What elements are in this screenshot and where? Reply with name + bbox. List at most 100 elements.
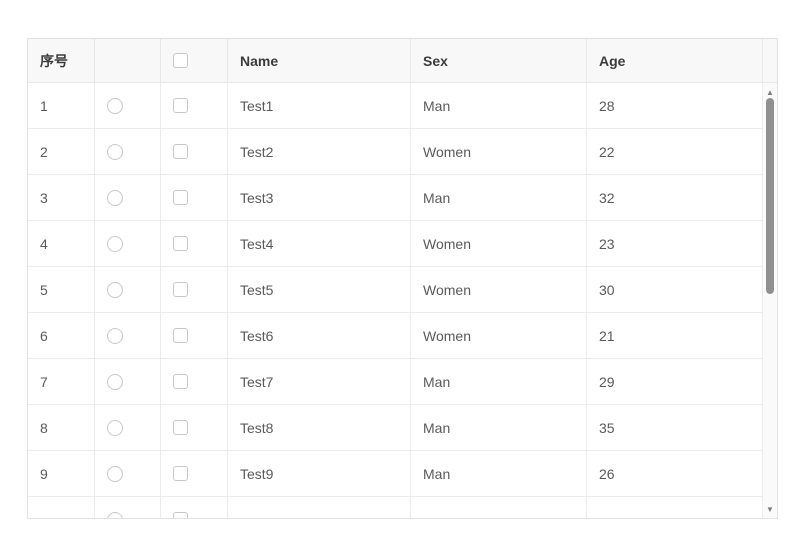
select-all-checkbox[interactable] — [173, 53, 188, 68]
row-name: Test8 — [240, 419, 274, 436]
table-row: 2 Test2 Women 22 — [28, 129, 777, 175]
row-sex: Man — [423, 465, 451, 482]
row-age: 23 — [599, 235, 615, 252]
cell-age: 21 — [587, 313, 763, 358]
scroll-down-icon[interactable]: ▼ — [766, 504, 774, 514]
row-name: Test5 — [240, 281, 274, 298]
cell-index: 8 — [28, 405, 95, 450]
row-name: Test4 — [240, 235, 274, 252]
cell-sex: Women — [411, 129, 587, 174]
cell-radio — [95, 359, 161, 404]
row-age: 35 — [599, 419, 615, 436]
header-cell-sex: Sex — [411, 39, 587, 82]
cell-sex: Women — [411, 267, 587, 312]
row-sex: Women — [423, 281, 471, 298]
scroll-up-icon[interactable]: ▲ — [766, 87, 774, 97]
header-cell-checkbox — [161, 39, 228, 82]
cell-name: Test9 — [228, 451, 411, 496]
cell-radio — [95, 405, 161, 450]
cell-index: 9 — [28, 451, 95, 496]
cell-index: 3 — [28, 175, 95, 220]
header-label-index: 序号 — [40, 52, 68, 69]
table-row: 3 Test3 Man 32 — [28, 175, 777, 221]
grid-body: 1 Test1 Man 28 2 Test2 W — [28, 83, 777, 518]
cell-age: 32 — [587, 175, 763, 220]
row-name: Test3 — [240, 189, 274, 206]
cell-sex — [411, 497, 587, 518]
scrollbar-thumb[interactable] — [766, 98, 774, 294]
radio-button[interactable] — [107, 465, 123, 482]
radio-button[interactable] — [107, 189, 123, 206]
row-sex: Women — [423, 327, 471, 344]
row-index: 1 — [40, 97, 48, 114]
row-index: 8 — [40, 419, 48, 436]
cell-sex: Man — [411, 405, 587, 450]
row-name: Test9 — [240, 465, 274, 482]
vertical-scrollbar[interactable]: ▲ ▼ — [763, 83, 777, 518]
row-checkbox[interactable] — [173, 420, 188, 435]
header-label-sex: Sex — [423, 52, 448, 69]
cell-age: 30 — [587, 267, 763, 312]
row-checkbox[interactable] — [173, 374, 188, 389]
cell-sex: Man — [411, 451, 587, 496]
radio-button[interactable] — [107, 373, 123, 390]
cell-index: 6 — [28, 313, 95, 358]
cell-sex: Women — [411, 313, 587, 358]
row-name: Test6 — [240, 327, 274, 344]
cell-checkbox — [161, 83, 228, 128]
row-age: 21 — [599, 327, 615, 344]
radio-button[interactable] — [107, 97, 123, 114]
row-age: 26 — [599, 465, 615, 482]
row-index: 6 — [40, 327, 48, 344]
row-index: 3 — [40, 189, 48, 206]
cell-age — [587, 497, 763, 518]
cell-name: Test7 — [228, 359, 411, 404]
header-cell-name: Name — [228, 39, 411, 82]
cell-checkbox — [161, 221, 228, 266]
cell-name: Test3 — [228, 175, 411, 220]
table-row: 1 Test1 Man 28 — [28, 83, 777, 129]
table-row: 8 Test8 Man 35 — [28, 405, 777, 451]
row-checkbox[interactable] — [173, 190, 188, 205]
row-sex: Man — [423, 189, 451, 206]
cell-radio — [95, 83, 161, 128]
radio-button[interactable] — [107, 327, 123, 344]
cell-checkbox — [161, 129, 228, 174]
row-checkbox[interactable] — [173, 512, 188, 518]
table-row — [28, 497, 777, 518]
cell-checkbox — [161, 175, 228, 220]
cell-name: Test1 — [228, 83, 411, 128]
row-sex: Man — [423, 419, 451, 436]
cell-name: Test8 — [228, 405, 411, 450]
row-sex: Man — [423, 97, 451, 114]
row-sex: Women — [423, 143, 471, 160]
row-age: 30 — [599, 281, 615, 298]
cell-name: Test5 — [228, 267, 411, 312]
row-checkbox[interactable] — [173, 466, 188, 481]
cell-index: 1 — [28, 83, 95, 128]
row-index: 7 — [40, 373, 48, 390]
radio-button[interactable] — [107, 281, 123, 298]
header-label-age: Age — [599, 52, 626, 69]
cell-sex: Man — [411, 359, 587, 404]
cell-sex: Man — [411, 175, 587, 220]
cell-age: 35 — [587, 405, 763, 450]
row-name: Test2 — [240, 143, 274, 160]
row-checkbox[interactable] — [173, 98, 188, 113]
radio-button[interactable] — [107, 235, 123, 252]
row-index: 5 — [40, 281, 48, 298]
cell-age: 26 — [587, 451, 763, 496]
header-scrollbar-spacer — [763, 39, 777, 82]
data-grid: 序号 Name Sex Age 1 — [27, 38, 778, 519]
radio-button[interactable] — [107, 419, 123, 436]
row-checkbox[interactable] — [173, 236, 188, 251]
header-label-name: Name — [240, 52, 279, 69]
cell-index: 2 — [28, 129, 95, 174]
radio-button[interactable] — [107, 511, 123, 518]
row-checkbox[interactable] — [173, 328, 188, 343]
row-sex: Women — [423, 235, 471, 252]
row-checkbox[interactable] — [173, 144, 188, 159]
row-checkbox[interactable] — [173, 282, 188, 297]
radio-button[interactable] — [107, 143, 123, 160]
